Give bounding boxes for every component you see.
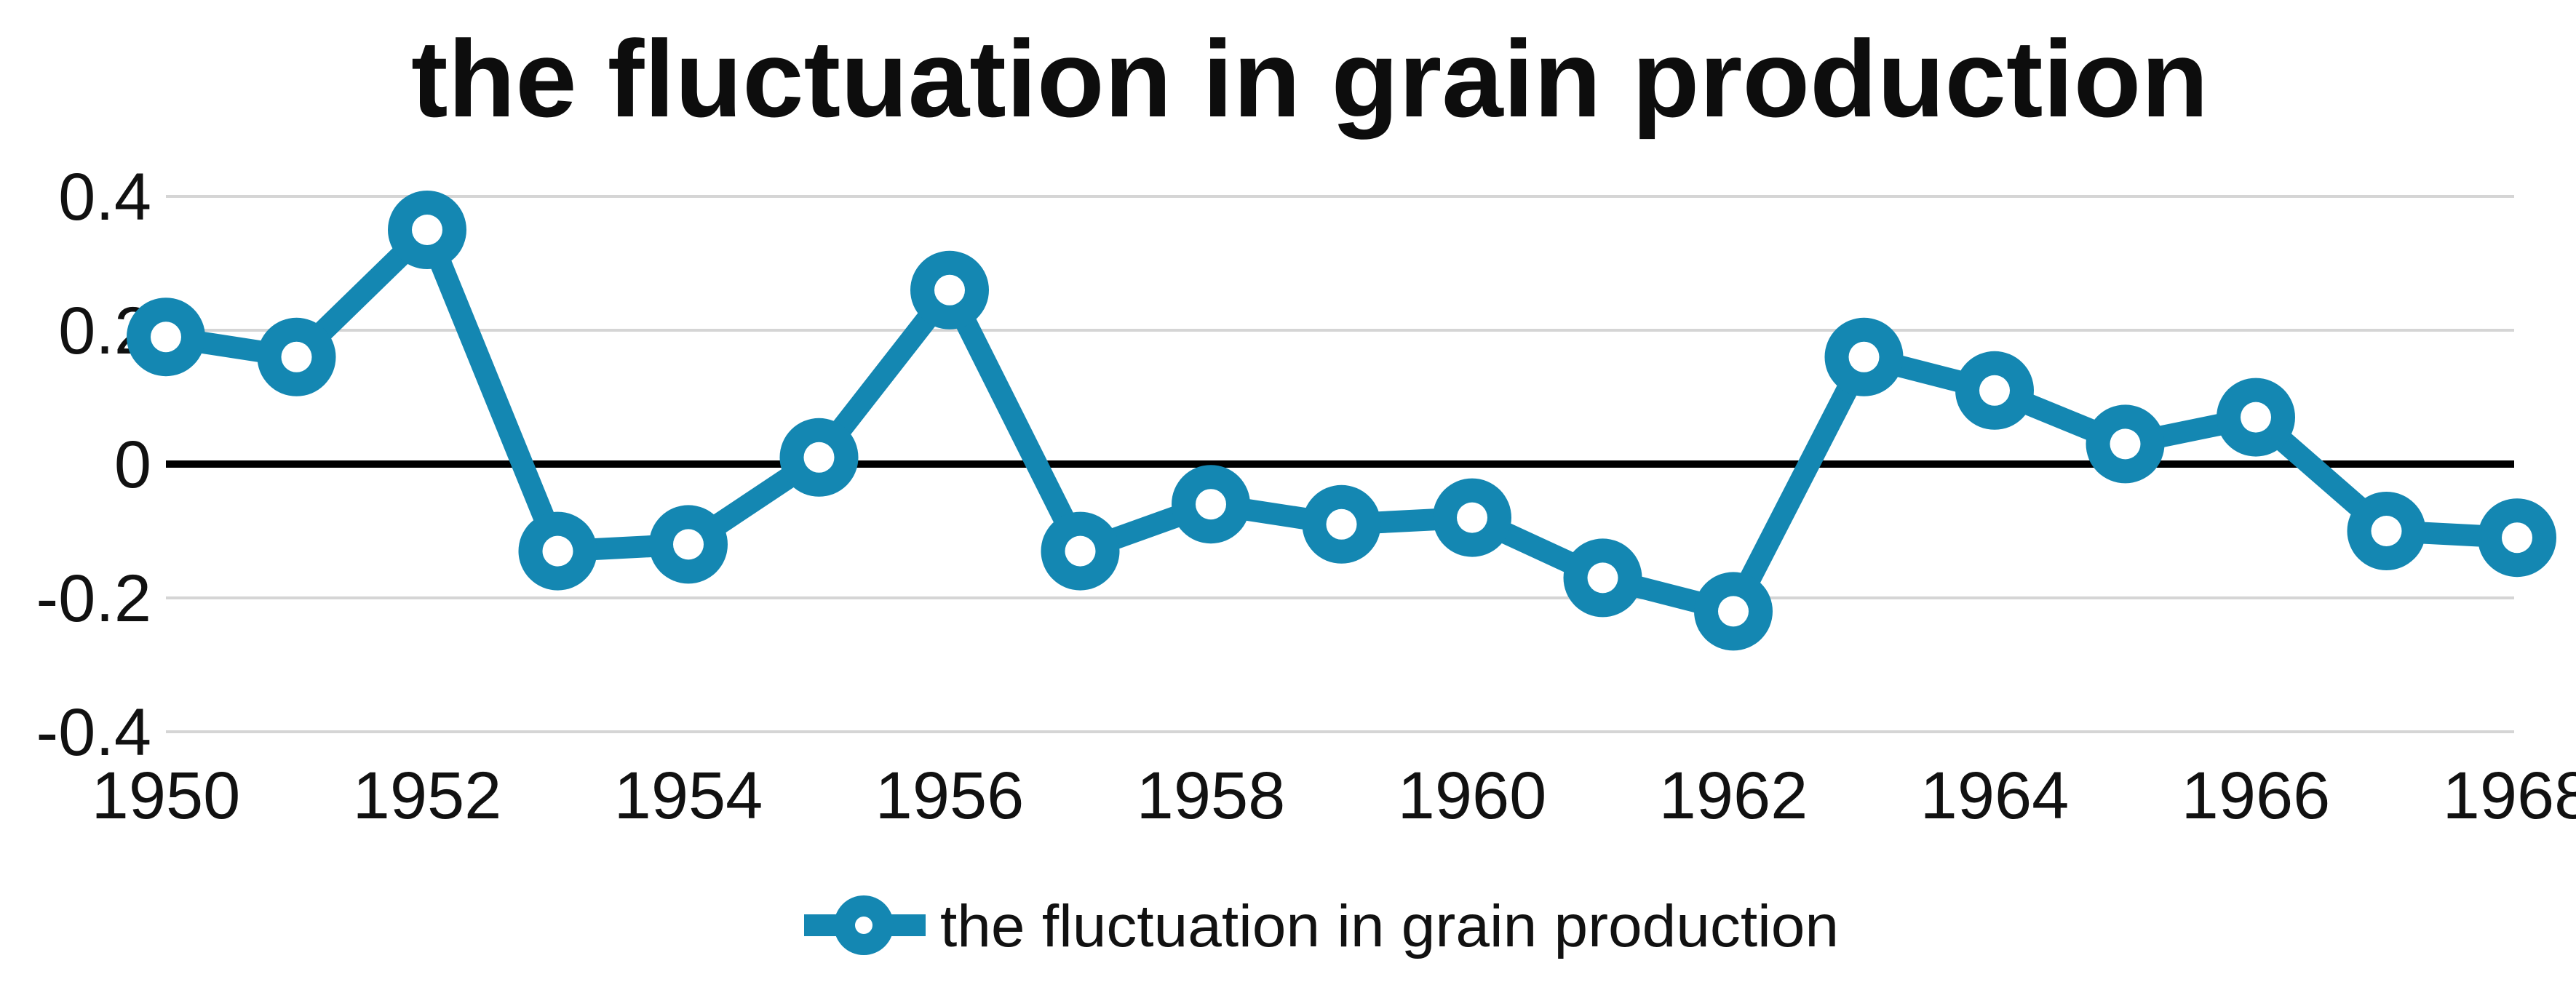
legend-marker-hole (855, 917, 872, 934)
data-point-hole-1952 (412, 215, 442, 245)
y-tick-label-0: 0 (114, 428, 151, 502)
data-point-hole-1951 (281, 341, 312, 372)
x-tick-label-1968: 1968 (2443, 759, 2576, 833)
data-point-hole-1953 (542, 535, 573, 567)
data-point-hole-1955 (803, 442, 835, 473)
x-tick-label-1954: 1954 (614, 759, 763, 833)
x-axis-tick-labels: 1950 1952 1954 1956 1958 1960 1962 1964 1966 1968 (92, 759, 2576, 833)
data-point-hole-1957 (1065, 535, 1096, 567)
x-tick-label-1952: 1952 (353, 759, 502, 833)
x-tick-label-1960: 1960 (1398, 759, 1547, 833)
data-point-hole-1950 (151, 322, 181, 353)
data-point-hole-1964 (1979, 375, 2010, 406)
data-point-hole-1966 (2241, 402, 2271, 433)
chart-title: the fluctuation in grain production (411, 17, 2209, 140)
x-tick-label-1950: 1950 (92, 759, 241, 833)
y-axis-tick-labels: 0.40.20-0.2-0.4 (36, 160, 151, 770)
y-tick-label--0.4: -0.4 (36, 695, 151, 770)
legend: the fluctuation in grain production (804, 893, 1839, 959)
data-point-hole-1967 (2371, 516, 2402, 546)
data-point-hole-1962 (1718, 596, 1749, 627)
x-tick-label-1966: 1966 (2182, 759, 2331, 833)
data-point-hole-1960 (1457, 502, 1487, 533)
data-point-hole-1959 (1326, 508, 1357, 540)
y-tick-label-0.4: 0.4 (58, 160, 151, 234)
x-tick-label-1956: 1956 (875, 759, 1025, 833)
legend-label: the fluctuation in grain production (940, 893, 1839, 959)
data-point-hole-1954 (673, 529, 704, 560)
gridlines (166, 195, 2514, 733)
x-tick-label-1958: 1958 (1137, 759, 1286, 833)
data-point-hole-1956 (934, 274, 965, 306)
data-point-hole-1961 (1587, 562, 1618, 594)
series-layer (127, 191, 2556, 651)
data-point-hole-1968 (2502, 522, 2532, 554)
data-point-hole-1963 (1848, 341, 1880, 372)
x-tick-label-1964: 1964 (1920, 759, 2070, 833)
data-point-hole-1958 (1196, 489, 1226, 520)
x-tick-label-1962: 1962 (1659, 759, 1808, 833)
data-point-hole-1965 (2110, 428, 2141, 460)
y-tick-label--0.2: -0.2 (36, 562, 151, 636)
